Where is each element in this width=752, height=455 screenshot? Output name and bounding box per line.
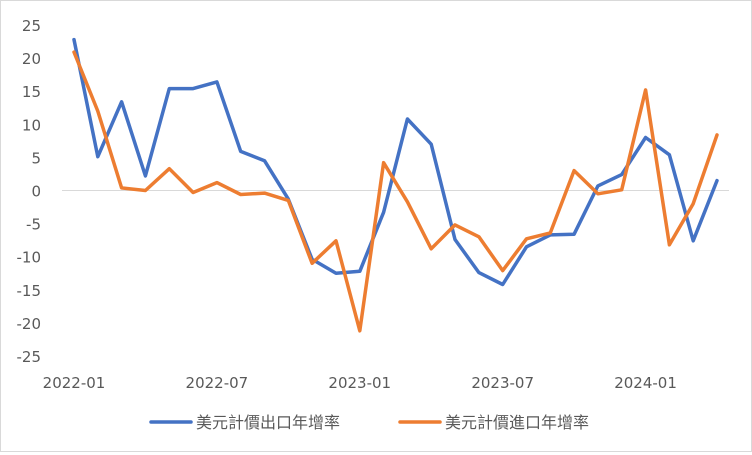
series-layer [72, 37, 719, 333]
legend: 美元計價出口年增率 美元計價進口年增率 [149, 413, 589, 432]
y-tick-label: 0 [31, 183, 41, 201]
y-tick-label: 15 [22, 83, 41, 101]
series-line-2 [72, 50, 719, 333]
x-tick-label: 2023-01 [328, 374, 391, 392]
x-tick-label: 2024-01 [614, 374, 677, 392]
y-tick-label: -15 [17, 282, 42, 300]
y-tick-label: 5 [31, 149, 41, 167]
y-tick-label: 25 [22, 17, 41, 35]
legend-label-2: 美元計價進口年增率 [445, 413, 589, 432]
legend-label-1: 美元計價出口年增率 [196, 413, 340, 432]
y-tick-label: 10 [22, 116, 41, 134]
x-tick-label: 2022-07 [186, 374, 249, 392]
y-tick-label: -20 [17, 315, 42, 333]
y-tick-label: -5 [26, 216, 41, 234]
axis-layer: -25 -20 -15 -10 -5 0 5 10 15 20 25 2022-01 2022-07 20… [17, 17, 729, 392]
y-tick-label: 20 [22, 50, 41, 68]
y-tick-label: -10 [17, 249, 42, 267]
series-line-1 [72, 37, 719, 287]
y-tick-label: -25 [17, 348, 42, 366]
x-tick-label: 2022-01 [43, 374, 106, 392]
x-tick-label: 2023-07 [471, 374, 534, 392]
